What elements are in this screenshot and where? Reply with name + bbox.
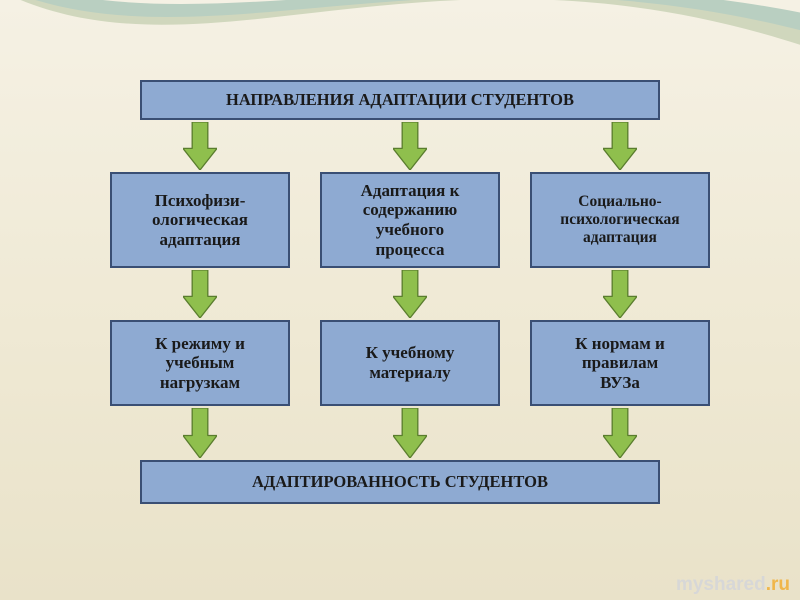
box-r1c2: Адаптация ксодержаниюучебногопроцесса bbox=[320, 172, 500, 268]
down-arrow-icon bbox=[183, 408, 217, 458]
diagram-root: НАПРАВЛЕНИЯ АДАПТАЦИИ СТУДЕНТОВ Психофизи… bbox=[0, 0, 800, 600]
box-label: Психофизи-ологическаяадаптация bbox=[152, 191, 248, 250]
down-arrow-icon bbox=[183, 270, 217, 318]
box-bottom: АДАПТИРОВАННОСТЬ СТУДЕНТОВ bbox=[140, 460, 660, 504]
box-label: НАПРАВЛЕНИЯ АДАПТАЦИИ СТУДЕНТОВ bbox=[226, 91, 574, 110]
down-arrow-icon bbox=[603, 270, 637, 318]
box-label: Социально-психологическаяадаптация bbox=[560, 193, 679, 246]
box-r1c1: Психофизи-ологическаяадаптация bbox=[110, 172, 290, 268]
down-arrow-icon bbox=[183, 122, 217, 170]
box-label: АДАПТИРОВАННОСТЬ СТУДЕНТОВ bbox=[252, 473, 548, 492]
box-r2c2: К учебномуматериалу bbox=[320, 320, 500, 406]
box-r2c1: К режиму иучебнымнагрузкам bbox=[110, 320, 290, 406]
box-label: К нормам иправиламВУЗа bbox=[575, 334, 665, 393]
down-arrow-icon bbox=[393, 270, 427, 318]
down-arrow-icon bbox=[603, 122, 637, 170]
down-arrow-icon bbox=[393, 408, 427, 458]
box-label: Адаптация ксодержаниюучебногопроцесса bbox=[361, 181, 460, 259]
down-arrow-icon bbox=[393, 122, 427, 170]
box-top: НАПРАВЛЕНИЯ АДАПТАЦИИ СТУДЕНТОВ bbox=[140, 80, 660, 120]
box-r1c3: Социально-психологическаяадаптация bbox=[530, 172, 710, 268]
down-arrow-icon bbox=[603, 408, 637, 458]
box-label: К учебномуматериалу bbox=[366, 343, 455, 382]
box-label: К режиму иучебнымнагрузкам bbox=[155, 334, 245, 393]
box-r2c3: К нормам иправиламВУЗа bbox=[530, 320, 710, 406]
